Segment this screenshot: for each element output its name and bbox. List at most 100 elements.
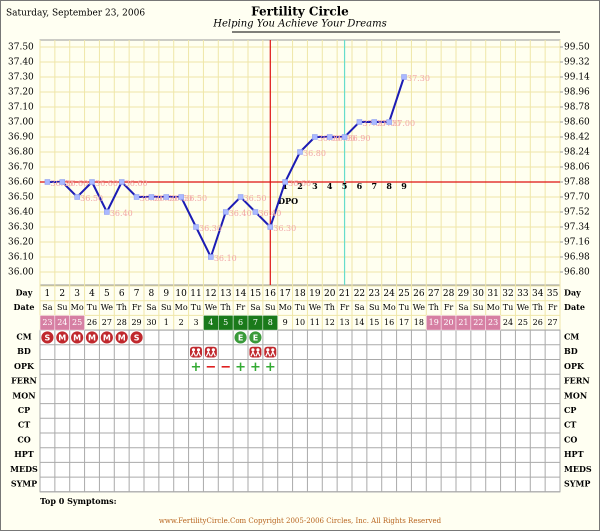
date: 22 [473, 318, 483, 327]
date: 16 [384, 318, 394, 327]
day-number: 17 [279, 289, 291, 299]
date: 4 [208, 318, 213, 327]
temperature-point [341, 134, 348, 140]
weekday: Sa [250, 303, 260, 312]
temperature-point [133, 194, 140, 200]
weekday: Mo [383, 303, 396, 312]
row-label: OPK [14, 361, 35, 371]
weekday: We [205, 303, 218, 312]
value-label: 36.30 [199, 224, 222, 233]
value-label: 37.30 [407, 74, 430, 83]
opk-result: + [235, 360, 246, 375]
bd-icon-figure [205, 350, 216, 357]
y2-tick-label: 98.96 [564, 88, 590, 98]
bd-icon-figure [251, 348, 255, 352]
dpo-number: 8 [386, 181, 392, 191]
cm-code: M [118, 333, 126, 342]
date: 27 [547, 318, 557, 327]
bd-icon-figure [206, 348, 210, 352]
y-tick-label: 36.20 [8, 238, 34, 248]
row-label: CM [564, 331, 579, 341]
weekday: Tu [191, 303, 202, 312]
date: 17 [399, 318, 409, 327]
date: 15 [369, 318, 379, 327]
value-label: 36.90 [348, 134, 371, 143]
date: 25 [72, 318, 82, 327]
bd-icon-figure [256, 348, 260, 352]
row-label: CT [564, 420, 576, 430]
y-tick-label: 36.00 [8, 268, 34, 278]
dpo-number: 9 [401, 181, 407, 191]
date: 19 [429, 318, 439, 327]
date: 25 [518, 318, 528, 327]
value-label: 36.10 [214, 254, 237, 263]
bd-icon-figure [271, 348, 275, 352]
temperature-point [312, 134, 318, 140]
cm-circle [40, 330, 55, 345]
temperature-point [208, 254, 214, 260]
weekday: Th [220, 303, 231, 312]
row-label: CM [16, 331, 31, 341]
cm-code: M [103, 333, 111, 342]
date: 9 [283, 318, 288, 327]
y2-tick-label: 99.14 [564, 73, 590, 83]
row-label: MON [12, 390, 35, 400]
temperature-point [371, 119, 378, 125]
y-tick-label: 36.90 [8, 133, 34, 143]
temperature-point [74, 194, 80, 200]
row-label: CP [18, 405, 30, 415]
y-tick-label: 37.40 [8, 58, 34, 68]
bd-icon-figure [196, 348, 201, 352]
cm-circle [55, 330, 70, 345]
dpo-number: 1 [282, 181, 288, 191]
row-label: Day [564, 287, 581, 297]
date-cell [485, 315, 501, 331]
day-number: 16 [265, 289, 277, 299]
day-number: 3 [74, 289, 80, 299]
weekday: Th [532, 303, 543, 312]
weekday: Sa [42, 303, 52, 312]
temperature-point [104, 209, 110, 215]
y-tick-label: 36.60 [8, 178, 34, 188]
temperature-point [401, 74, 407, 80]
cm-code: M [58, 333, 66, 342]
day-number: 26 [413, 289, 425, 299]
check-grid [39, 329, 561, 493]
date-cell [262, 315, 278, 331]
cm-code: M [88, 333, 96, 342]
dpo-number: 6 [357, 181, 363, 191]
weekday: Mo [279, 303, 292, 312]
day-number: 2 [59, 289, 65, 299]
date: 28 [117, 318, 127, 327]
value-label: 37.00 [392, 119, 415, 128]
temperature-point [326, 134, 333, 140]
dpo-number: 2 [297, 181, 303, 191]
footer: www.FertilityCircle.Com Copyright 2005-2… [159, 517, 442, 525]
day-number: 5 [104, 289, 110, 299]
temperature-point [148, 194, 155, 200]
day-number: 22 [354, 289, 365, 299]
opk-result: + [250, 360, 261, 375]
row-label: HPT [564, 449, 584, 459]
row-label: OPK [564, 361, 585, 371]
weekday: We [101, 303, 114, 312]
row-label: Date [14, 302, 35, 312]
weekday: Tu [503, 303, 514, 312]
day-number: 31 [487, 289, 498, 299]
cm-circle [99, 330, 114, 345]
weekday: Fr [548, 303, 558, 312]
day-number: 1 [45, 289, 51, 299]
chart-title: Fertility Circle [251, 5, 349, 19]
bd-icon-figure [266, 348, 270, 352]
row-label: BD [564, 346, 578, 356]
date: 3 [193, 318, 198, 327]
date: 29 [131, 318, 141, 327]
dpo-number: 4 [327, 181, 333, 191]
date: 21 [458, 318, 468, 327]
y2-tick-label: 98.06 [564, 163, 590, 173]
weekday: Su [473, 303, 484, 312]
date: 6 [238, 318, 243, 327]
date: 12 [325, 318, 335, 327]
temperature-point [222, 209, 229, 215]
